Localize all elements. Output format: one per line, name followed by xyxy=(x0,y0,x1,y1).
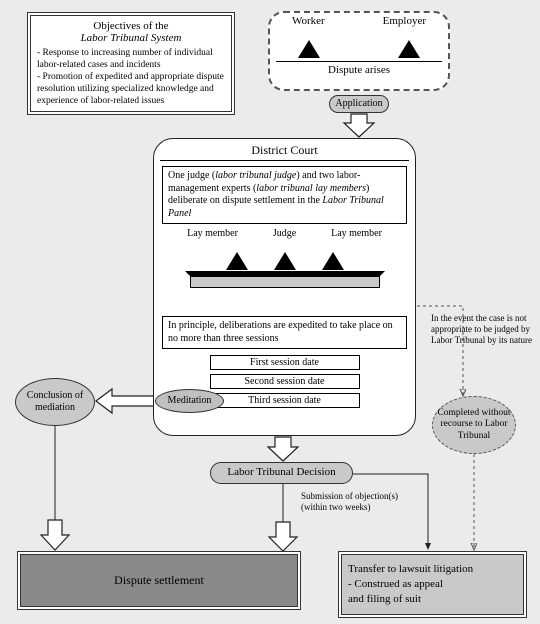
decision-node: Labor Tribunal Decision xyxy=(210,462,353,484)
bench-label-judge: Judge xyxy=(255,228,315,239)
session-3: Third session date xyxy=(210,393,360,408)
application-node: Application xyxy=(329,95,389,113)
lay-member-icon xyxy=(226,241,248,273)
district-court-title: District Court xyxy=(160,143,409,161)
mediation-node: Meditation xyxy=(155,389,224,413)
objectives-box: Objectives of the Labor Tribunal System … xyxy=(27,12,235,115)
dispute-box: Worker Employer Dispute arises xyxy=(268,11,450,91)
worker-icon xyxy=(298,29,320,61)
bench-label-lay2: Lay member xyxy=(327,228,387,239)
principle-text: In principle, deliberations are expedite… xyxy=(162,316,407,349)
bench-table xyxy=(190,271,380,288)
employer-label: Employer xyxy=(383,15,426,27)
dispute-label: Dispute arises xyxy=(276,61,442,76)
judge-icon xyxy=(274,241,296,273)
transfer-box: Transfer to lawsuit litigation - Constru… xyxy=(338,551,527,618)
session-2: Second session date xyxy=(210,374,360,389)
objectives-list: - Response to increasing number of indiv… xyxy=(37,48,225,107)
objectives-title: Objectives of the Labor Tribunal System xyxy=(37,20,225,44)
employer-icon xyxy=(398,29,420,61)
note-objection: Submission of objection(s) (within two w… xyxy=(301,491,431,513)
dispute-settlement-box: Dispute settlement xyxy=(17,551,301,610)
completed-node: Completed without recourse to Labor Trib… xyxy=(432,396,516,454)
worker-label: Worker xyxy=(292,15,325,27)
bench-area: Lay member Judge Lay member xyxy=(162,228,407,288)
note-inappropriate: In the event the case is not appropriate… xyxy=(431,313,535,345)
lay-member-icon xyxy=(322,241,344,273)
session-1: First session date xyxy=(210,355,360,370)
conclusion-node: Conclusion of mediation xyxy=(15,378,95,426)
bench-label-lay: Lay member xyxy=(183,228,243,239)
panel-description: One judge (labor tribunal judge) and two… xyxy=(162,166,407,224)
